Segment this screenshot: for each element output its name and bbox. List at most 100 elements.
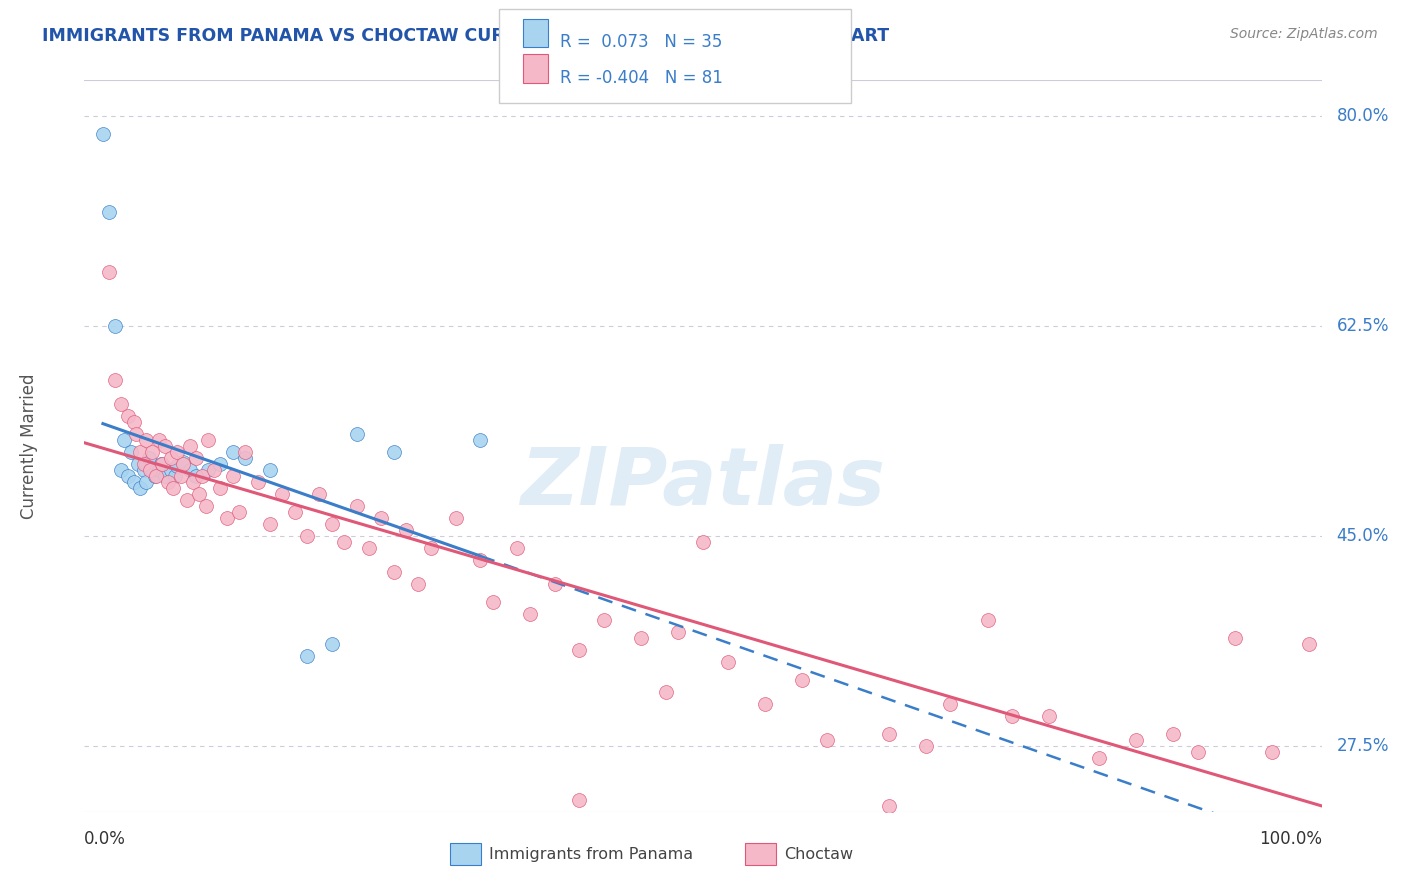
Point bbox=[172, 457, 194, 471]
Point bbox=[346, 499, 368, 513]
Point bbox=[153, 469, 176, 483]
Point bbox=[104, 319, 127, 334]
Point bbox=[308, 487, 330, 501]
Point bbox=[172, 454, 194, 468]
Point bbox=[1223, 631, 1246, 645]
Point bbox=[141, 445, 163, 459]
Point bbox=[91, 127, 114, 141]
Point bbox=[122, 415, 145, 429]
Point bbox=[148, 463, 170, 477]
Point bbox=[481, 595, 503, 609]
Text: 0.0%: 0.0% bbox=[84, 830, 127, 848]
Point bbox=[259, 516, 281, 531]
Text: R = -0.404   N = 81: R = -0.404 N = 81 bbox=[560, 69, 723, 87]
Text: Currently Married: Currently Married bbox=[20, 373, 38, 519]
Point bbox=[209, 481, 232, 495]
Point bbox=[98, 265, 121, 279]
Point bbox=[125, 427, 148, 442]
Point bbox=[295, 648, 318, 663]
Point bbox=[382, 565, 405, 579]
Point bbox=[692, 535, 714, 549]
Point bbox=[259, 463, 281, 477]
Point bbox=[333, 535, 356, 549]
Text: IMMIGRANTS FROM PANAMA VS CHOCTAW CURRENTLY MARRIED CORRELATION CHART: IMMIGRANTS FROM PANAMA VS CHOCTAW CURREN… bbox=[42, 27, 890, 45]
Point bbox=[877, 798, 900, 813]
Text: 45.0%: 45.0% bbox=[1337, 527, 1389, 545]
Point bbox=[150, 457, 173, 471]
Point bbox=[233, 445, 256, 459]
Point bbox=[790, 673, 813, 687]
Point bbox=[170, 469, 193, 483]
Point bbox=[976, 613, 998, 627]
Point bbox=[630, 631, 652, 645]
Point bbox=[1125, 732, 1147, 747]
Point bbox=[246, 475, 269, 489]
Point bbox=[150, 457, 173, 471]
Point bbox=[127, 457, 149, 471]
Text: Immigrants from Panama: Immigrants from Panama bbox=[489, 847, 693, 862]
Point bbox=[655, 685, 678, 699]
Point bbox=[179, 463, 201, 477]
Point bbox=[112, 433, 135, 447]
Point bbox=[179, 439, 201, 453]
Point bbox=[166, 445, 188, 459]
Point bbox=[666, 624, 689, 639]
Point bbox=[1298, 637, 1320, 651]
Point bbox=[110, 397, 132, 411]
Point bbox=[271, 487, 294, 501]
Point bbox=[197, 433, 219, 447]
Point bbox=[506, 541, 529, 555]
Text: 80.0%: 80.0% bbox=[1337, 107, 1389, 125]
Point bbox=[1261, 745, 1284, 759]
Point bbox=[1088, 751, 1111, 765]
Point bbox=[395, 523, 418, 537]
Point bbox=[444, 511, 467, 525]
Point bbox=[382, 445, 405, 459]
Point bbox=[98, 205, 121, 219]
Point bbox=[117, 409, 139, 423]
Point bbox=[233, 450, 256, 465]
Point bbox=[408, 577, 430, 591]
Text: 27.5%: 27.5% bbox=[1337, 737, 1389, 755]
Point bbox=[1038, 708, 1060, 723]
Point bbox=[184, 450, 207, 465]
Point bbox=[321, 637, 343, 651]
Text: Source: ZipAtlas.com: Source: ZipAtlas.com bbox=[1230, 27, 1378, 41]
Point bbox=[754, 697, 776, 711]
Point bbox=[176, 492, 198, 507]
Point bbox=[321, 516, 343, 531]
Point bbox=[543, 577, 565, 591]
Point bbox=[129, 445, 152, 459]
Point bbox=[138, 450, 160, 465]
Point bbox=[717, 655, 740, 669]
Point bbox=[160, 450, 183, 465]
Point bbox=[815, 732, 838, 747]
Point bbox=[188, 487, 211, 501]
Point bbox=[1161, 727, 1184, 741]
Point bbox=[129, 481, 152, 495]
Point bbox=[914, 739, 936, 753]
Point bbox=[568, 793, 591, 807]
Point bbox=[135, 433, 157, 447]
Point bbox=[132, 463, 155, 477]
Point bbox=[135, 457, 157, 471]
Point bbox=[194, 499, 217, 513]
Point bbox=[122, 475, 145, 489]
Point bbox=[877, 727, 900, 741]
Point bbox=[1001, 708, 1024, 723]
Point bbox=[1187, 745, 1209, 759]
Text: 62.5%: 62.5% bbox=[1337, 317, 1389, 335]
Point bbox=[939, 697, 962, 711]
Point bbox=[163, 469, 186, 483]
Point bbox=[215, 511, 238, 525]
Point bbox=[162, 481, 184, 495]
Point bbox=[222, 469, 245, 483]
Point bbox=[357, 541, 380, 555]
Point bbox=[120, 445, 142, 459]
Point bbox=[568, 643, 591, 657]
Point bbox=[228, 505, 250, 519]
Point bbox=[519, 607, 541, 621]
Point bbox=[197, 463, 219, 477]
Point bbox=[222, 445, 245, 459]
Point bbox=[110, 463, 132, 477]
